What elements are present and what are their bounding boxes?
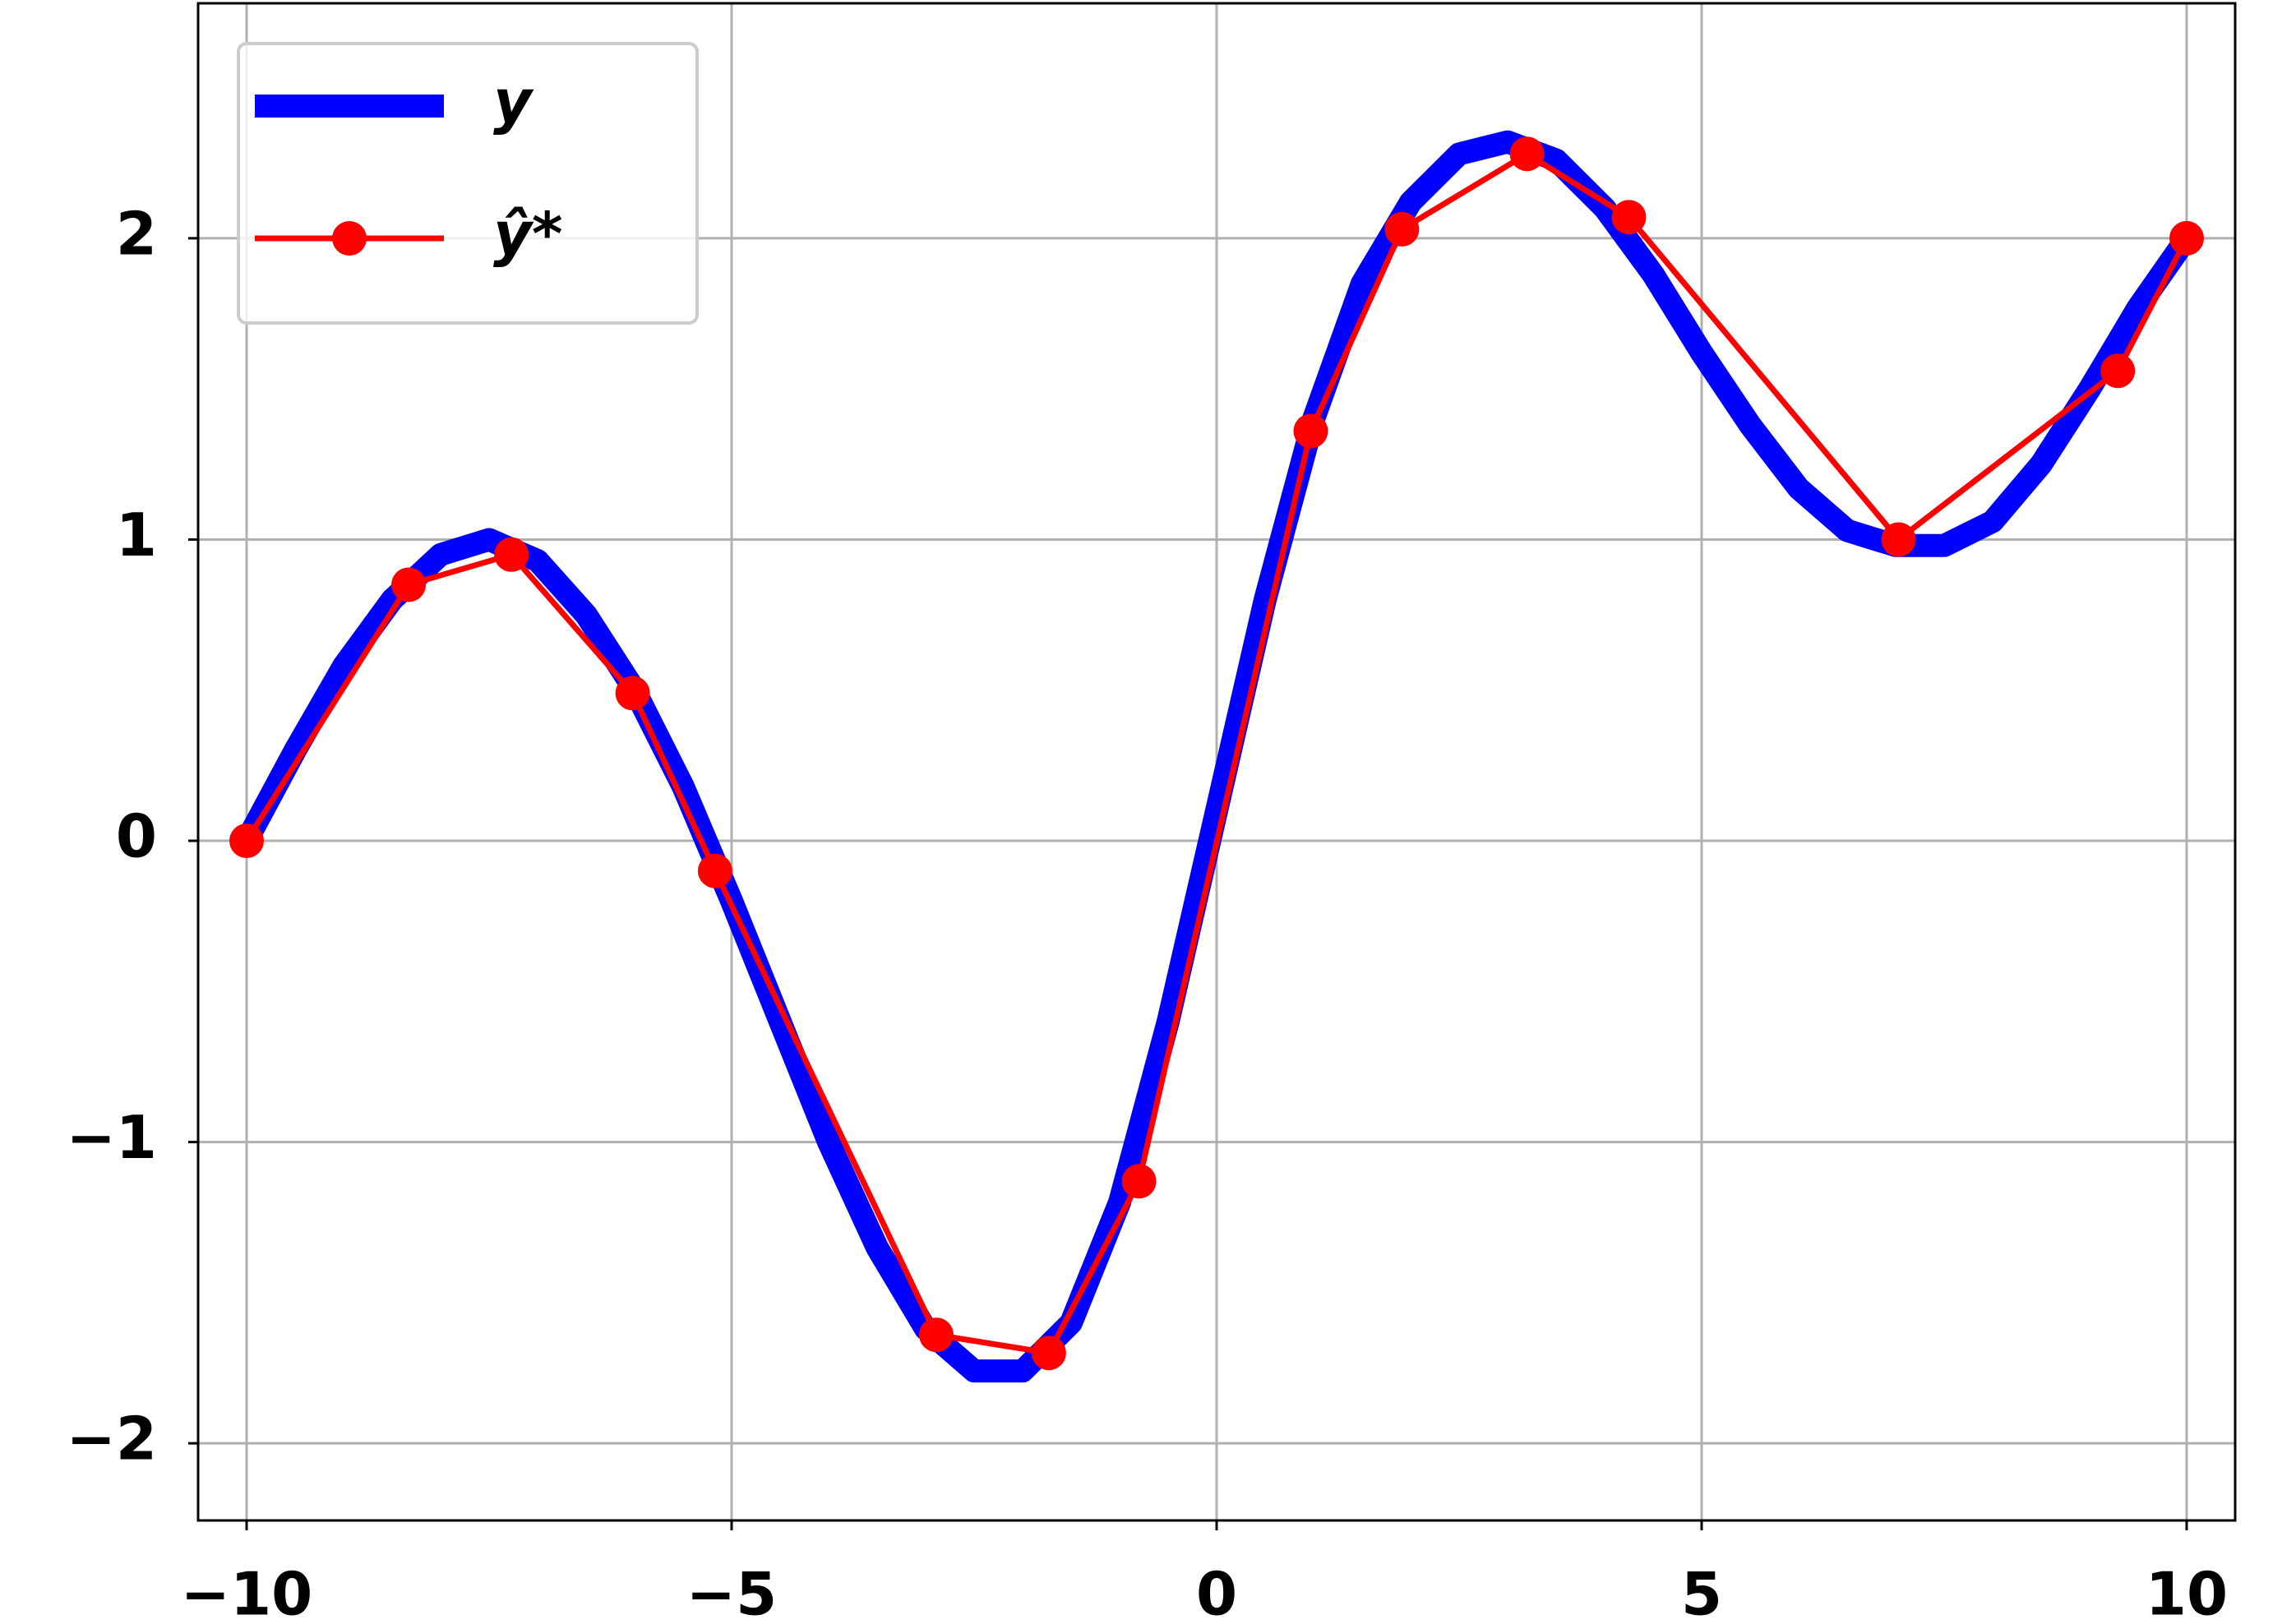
x-tick-label: 0 [1196, 1560, 1237, 1624]
marker [918, 1317, 954, 1353]
legend-box [237, 42, 699, 325]
marker [1384, 211, 1420, 247]
y-tick-label: −1 [67, 1103, 157, 1172]
marker [229, 824, 264, 859]
marker [1293, 413, 1328, 449]
marker [494, 537, 529, 572]
marker [1881, 522, 1916, 557]
x-tick-label: −10 [181, 1560, 313, 1624]
y-tick-label: 1 [116, 501, 157, 570]
y-tick-label: 0 [116, 802, 157, 871]
x-tick-label: 10 [2146, 1560, 2228, 1624]
legend-label: y [493, 67, 534, 136]
y-tick-label: 2 [116, 199, 157, 268]
line [236, 130, 2197, 1383]
marker [615, 676, 650, 711]
x-tick-label: −5 [686, 1560, 777, 1624]
marker [1121, 1164, 1157, 1199]
marker [697, 853, 732, 888]
y-tick-label: −2 [67, 1405, 157, 1474]
marker [1509, 136, 1545, 172]
marker [2100, 353, 2136, 389]
marker [2169, 220, 2204, 256]
legend-label: ŷ* [493, 200, 563, 269]
marker [391, 567, 427, 602]
axes-frame [196, 2, 2237, 1522]
marker [1611, 200, 1647, 235]
legend: y ŷ* [237, 42, 699, 325]
legend-marker [332, 221, 367, 256]
marker [1031, 1336, 1066, 1371]
x-tick-label: 5 [1681, 1560, 1722, 1624]
